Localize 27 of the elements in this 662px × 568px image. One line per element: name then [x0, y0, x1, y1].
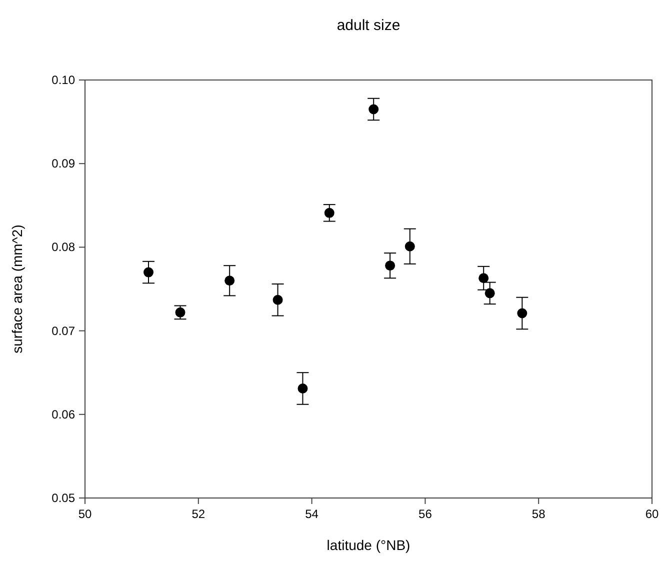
- y-tick-label: 0.08: [52, 240, 76, 254]
- x-tick-label: 56: [418, 507, 432, 521]
- y-tick-label: 0.09: [52, 156, 76, 171]
- x-tick-label: 58: [532, 507, 546, 521]
- x-tick-label: 52: [192, 507, 206, 521]
- y-tick-label: 0.05: [52, 491, 76, 505]
- point: [404, 241, 415, 252]
- x-axis-title: latitude (°NB): [326, 537, 410, 553]
- point: [224, 276, 235, 286]
- point: [272, 294, 283, 305]
- x-tick-label: 50: [78, 507, 92, 521]
- y-tick-label: 0.10: [52, 73, 76, 87]
- point: [175, 307, 186, 318]
- y-tick-label: 0.07: [52, 324, 76, 338]
- x-tick-label: 54: [305, 507, 319, 521]
- point: [144, 267, 154, 278]
- y-axis-title: surface area (mm^2): [9, 224, 25, 354]
- point: [517, 308, 528, 318]
- point: [324, 208, 334, 218]
- chart-title: adult size: [336, 17, 400, 34]
- point: [385, 260, 396, 271]
- point: [478, 273, 489, 284]
- point: [298, 383, 308, 394]
- x-tick-label: 60: [645, 507, 659, 521]
- y-tick-label: 0.06: [52, 407, 76, 422]
- point: [368, 104, 379, 114]
- point: [484, 288, 495, 298]
